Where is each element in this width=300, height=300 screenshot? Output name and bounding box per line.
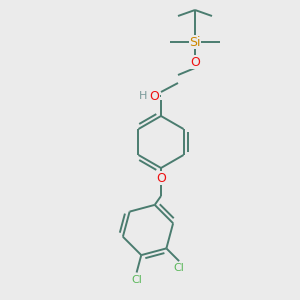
Text: O: O: [156, 172, 166, 184]
Text: O: O: [190, 56, 200, 68]
Text: Cl: Cl: [131, 274, 142, 284]
Text: O: O: [149, 89, 159, 103]
Text: H: H: [139, 91, 147, 101]
Text: Si: Si: [189, 35, 201, 49]
Text: Cl: Cl: [174, 263, 184, 273]
